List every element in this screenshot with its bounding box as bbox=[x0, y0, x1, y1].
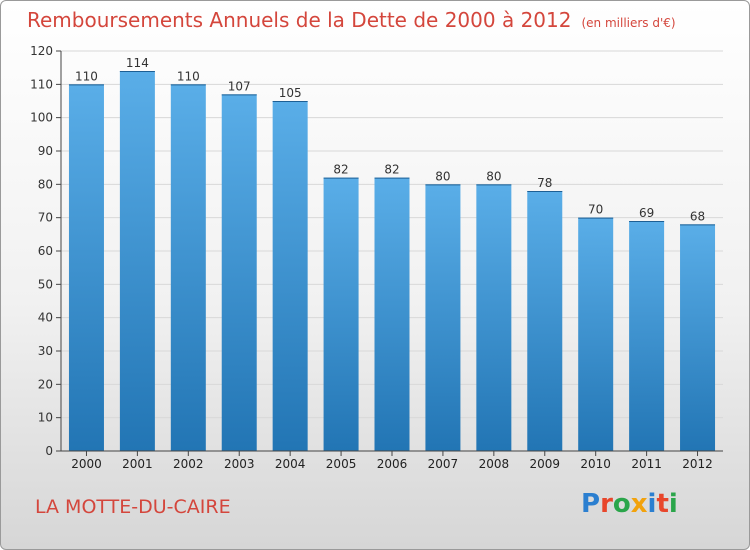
x-tick-label: 2003 bbox=[224, 457, 255, 471]
bar-2004 bbox=[272, 101, 308, 451]
x-tick-label: 2012 bbox=[682, 457, 713, 471]
x-tick-label: 2004 bbox=[275, 457, 306, 471]
y-tick-label: 100 bbox=[30, 111, 53, 125]
logo-letter: i bbox=[668, 489, 678, 519]
value-label: 82 bbox=[333, 163, 348, 177]
value-label: 68 bbox=[690, 209, 705, 223]
y-tick-label: 40 bbox=[38, 311, 53, 325]
bars: 110 114 110 107 105 82 82 80 80 78 70 69 68 bbox=[68, 56, 716, 452]
x-tick-label: 2009 bbox=[529, 457, 560, 471]
bar-2002 bbox=[170, 84, 206, 451]
value-label: 78 bbox=[537, 176, 552, 190]
value-label: 82 bbox=[384, 163, 399, 177]
x-tick-label: 2000 bbox=[71, 457, 102, 471]
bar-2012 bbox=[680, 224, 716, 451]
y-tick-label: 80 bbox=[38, 177, 53, 191]
value-label: 69 bbox=[639, 206, 654, 220]
x-tick-label: 2011 bbox=[631, 457, 662, 471]
bar-2011 bbox=[629, 221, 665, 451]
unit-note: (en milliers d'€) bbox=[581, 16, 676, 30]
y-tick-label: 50 bbox=[38, 277, 53, 291]
bar-2005 bbox=[323, 177, 359, 451]
y-tick-label: 20 bbox=[38, 377, 53, 391]
y-tick-label: 0 bbox=[45, 444, 53, 458]
chart-title: Remboursements Annuels de la Dette de 20… bbox=[27, 8, 676, 32]
value-label: 80 bbox=[435, 169, 450, 183]
value-label: 114 bbox=[126, 56, 149, 70]
y-tick-label: 10 bbox=[38, 411, 53, 425]
x-tick-label: 2005 bbox=[326, 457, 357, 471]
x-tick-label: 2001 bbox=[122, 457, 153, 471]
value-label: 110 bbox=[75, 69, 98, 83]
y-tick-label: 110 bbox=[30, 77, 53, 91]
x-tick-label: 2002 bbox=[173, 457, 204, 471]
title-text: Remboursements Annuels de la Dette de 20… bbox=[27, 8, 572, 32]
x-tick-label: 2007 bbox=[428, 457, 459, 471]
bar-2001 bbox=[119, 71, 155, 451]
logo-letter: t bbox=[656, 489, 669, 519]
y-tick-label: 30 bbox=[38, 344, 53, 358]
y-tick-label: 120 bbox=[30, 44, 53, 58]
bar-2003 bbox=[221, 94, 257, 451]
commune-name: LA MOTTE-DU-CAIRE bbox=[35, 496, 231, 518]
value-label: 80 bbox=[486, 169, 501, 183]
logo-letter: r bbox=[600, 489, 613, 519]
logo-letter: P bbox=[581, 489, 601, 519]
bar-2010 bbox=[578, 217, 614, 451]
bar-2000 bbox=[68, 84, 104, 451]
logo-letter: x bbox=[630, 489, 648, 519]
y-tick-label: 90 bbox=[38, 144, 53, 158]
bar-2008 bbox=[476, 184, 512, 452]
bar-2006 bbox=[374, 177, 410, 451]
value-label: 105 bbox=[279, 86, 302, 100]
logo-letter: i bbox=[647, 489, 657, 519]
bar-2007 bbox=[425, 184, 461, 452]
value-label: 110 bbox=[177, 69, 200, 83]
x-tick-label: 2010 bbox=[580, 457, 611, 471]
y-tick-label: 70 bbox=[38, 211, 53, 225]
logo-letter: o bbox=[612, 489, 631, 519]
y-tick-label: 60 bbox=[38, 244, 53, 258]
x-tick-label: 2008 bbox=[479, 457, 510, 471]
bar-2009 bbox=[527, 191, 563, 451]
value-label: 70 bbox=[588, 203, 603, 217]
proxiti-logo[interactable]: Proxiti bbox=[581, 489, 678, 519]
value-label: 107 bbox=[228, 79, 251, 93]
x-tick-label: 2006 bbox=[377, 457, 408, 471]
axes: 0 10 20 30 40 50 60 70 80 90 100 110 120 2000 2001 2002… bbox=[30, 44, 723, 471]
